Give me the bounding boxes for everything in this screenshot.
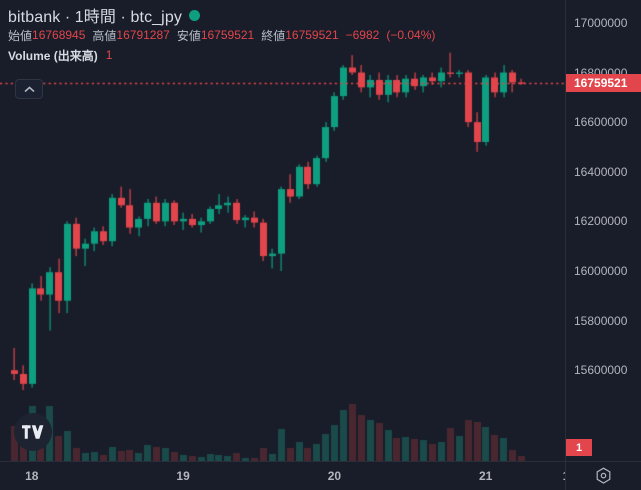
legend-collapse-button[interactable]: [15, 79, 43, 99]
price-axis-separator: [565, 0, 566, 461]
price-tick-label: 16000000: [574, 263, 628, 278]
price-tick-label: 15600000: [574, 363, 628, 378]
time-axis[interactable]: 18 19 20 21 15:0: [0, 462, 565, 490]
time-tick-label: 21: [479, 469, 493, 483]
chart-settings-button[interactable]: [566, 462, 641, 490]
time-tick-label: 19: [176, 469, 190, 483]
gear-hexagon-icon: [596, 467, 611, 484]
price-tick-label: 16200000: [574, 214, 628, 229]
time-tick-label: 18: [25, 469, 39, 483]
volume-value-badge: 1: [566, 439, 592, 456]
time-axis-right-separator: [565, 462, 566, 490]
current-price-badge: 16759521: [566, 73, 641, 92]
time-tick-label: 15:0: [563, 469, 565, 483]
time-axis-separator: [0, 461, 641, 462]
price-tick-label: 16400000: [574, 164, 628, 179]
chart-plot-area[interactable]: [0, 0, 565, 461]
price-tick-label: 17000000: [574, 15, 628, 30]
price-axis[interactable]: 17000000 16800000 16600000 16400000 16200000…: [566, 0, 641, 461]
candlestick-canvas[interactable]: [0, 0, 565, 461]
price-tick-label: 16600000: [574, 115, 628, 130]
chevron-up-icon: [23, 85, 35, 92]
time-tick-label: 20: [327, 469, 342, 483]
price-tick-label: 15800000: [574, 313, 628, 328]
tradingview-logo: [14, 413, 52, 451]
